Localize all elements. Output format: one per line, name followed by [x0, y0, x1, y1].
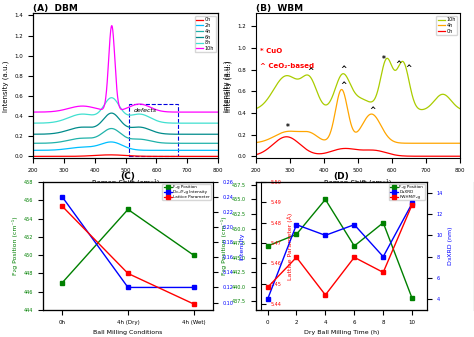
Y-axis label: Intensity (a.u.): Intensity (a.u.) — [226, 60, 232, 112]
X-axis label: Dry Ball Milling Time (h): Dry Ball Milling Time (h) — [303, 330, 379, 335]
Y-axis label: Lattice Parameter (Å): Lattice Parameter (Å) — [287, 212, 293, 280]
Y-axis label: Intensity (a.u.): Intensity (a.u.) — [224, 60, 230, 112]
Legend: 0h, 2h, 4h, 6h, 8h, 10h: 0h, 2h, 4h, 6h, 8h, 10h — [194, 16, 216, 53]
Text: * CuO: * CuO — [260, 49, 283, 55]
Y-axis label: Intensity (a.u.): Intensity (a.u.) — [3, 60, 9, 112]
Title: (D): (D) — [333, 172, 349, 181]
Text: ^: ^ — [405, 64, 411, 73]
X-axis label: Raman Shift (cm⁻¹): Raman Shift (cm⁻¹) — [92, 179, 159, 186]
Text: ^: ^ — [340, 65, 347, 74]
Text: ^: ^ — [369, 105, 375, 115]
Text: *: * — [382, 55, 386, 64]
Text: ^ CeO₂-based: ^ CeO₂-based — [260, 63, 315, 68]
Y-axis label: Intensity: Intensity — [239, 232, 245, 260]
Legend: 10h, 4h, 0h: 10h, 4h, 0h — [436, 16, 457, 35]
Text: ^: ^ — [396, 60, 402, 68]
Bar — [129, 104, 178, 156]
Text: ^: ^ — [307, 67, 313, 76]
X-axis label: Raman Shift (cm⁻¹): Raman Shift (cm⁻¹) — [324, 179, 392, 186]
Text: (A)  DBM: (A) DBM — [33, 4, 78, 13]
Text: *: * — [286, 123, 290, 132]
Legend: F₂g Position, DᴈXRD, FWHM/F₂g: F₂g Position, DᴈXRD, FWHM/F₂g — [389, 184, 425, 200]
Text: defects: defects — [134, 108, 157, 113]
Title: (C): (C) — [120, 172, 136, 181]
X-axis label: Ball Milling Conditions: Ball Milling Conditions — [93, 330, 163, 335]
Y-axis label: DᴈXRD (nm): DᴈXRD (nm) — [448, 227, 453, 265]
Y-axis label: F₂g Position (cm⁻¹): F₂g Position (cm⁻¹) — [12, 217, 18, 275]
Y-axis label: F₂g Position (cm⁻¹): F₂g Position (cm⁻¹) — [221, 217, 227, 275]
Legend: F₂g Position, Dᴄᵤ/F₂g Intensity, Lattice Parameter: F₂g Position, Dᴄᵤ/F₂g Intensity, Lattice… — [163, 184, 211, 200]
Text: (B)  WBM: (B) WBM — [256, 4, 303, 13]
Text: ^: ^ — [340, 81, 346, 90]
